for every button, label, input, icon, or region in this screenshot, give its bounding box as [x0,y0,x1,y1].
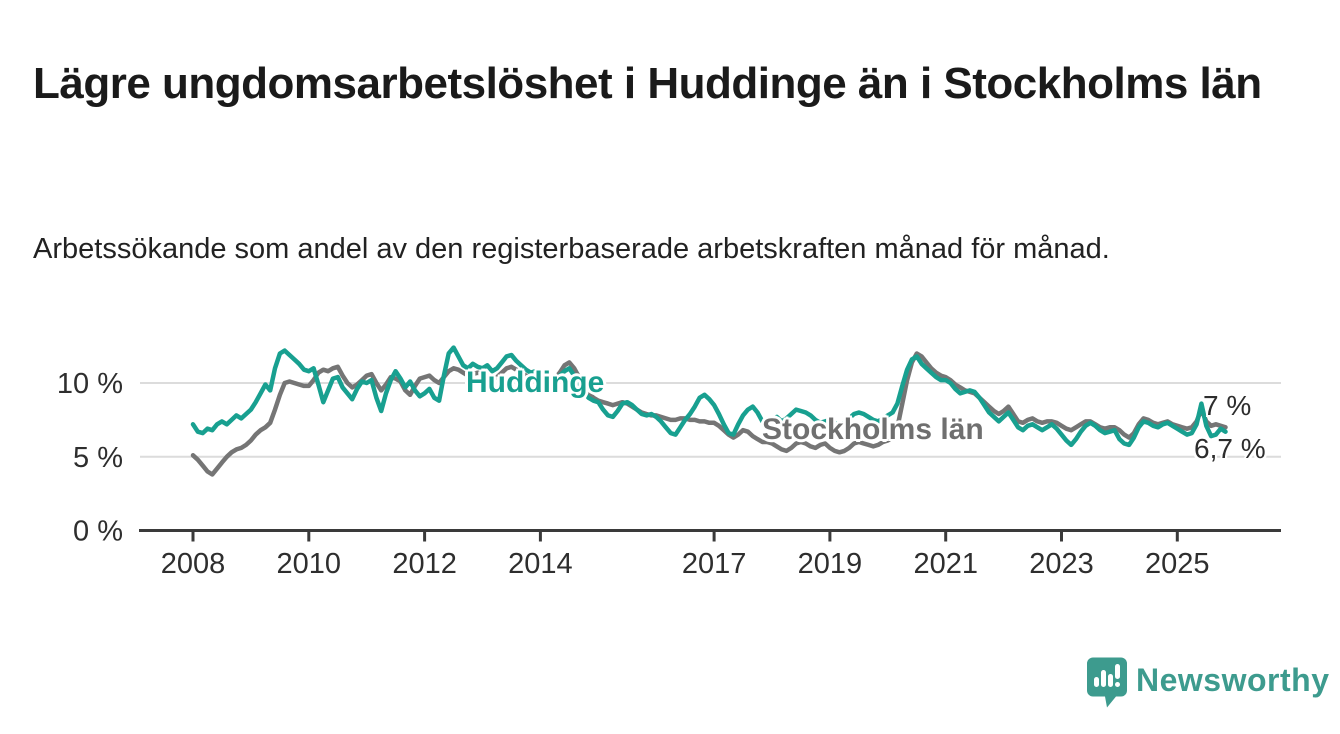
logo-bubble-shape [1087,657,1127,708]
chart-title: Lägre ungdomsarbetslöshet i Huddinge än … [33,59,1262,109]
y-tick-label-5-percent: 5 % [73,442,123,474]
x-tick-label-2019: 2019 [798,548,863,580]
series-label-stockholms-lan: Stockholms län [762,413,984,446]
x-tick-label-2014: 2014 [508,548,573,580]
end-value-label-stockholms-lan: 7 % [1203,390,1252,421]
newsworthy-logo [1086,657,1128,713]
y-tick-label-10-percent: 10 % [57,368,123,400]
x-tick-label-2025: 2025 [1145,548,1210,580]
x-tick-label-2021: 2021 [913,548,978,580]
x-tick-label-2017: 2017 [682,548,747,580]
series-label-huddinge: Huddinge [466,366,605,399]
x-tick-label-2023: 2023 [1029,548,1094,580]
newsworthy-logo-icon [1087,657,1127,708]
line-series-huddinge [190,345,1228,448]
line-series-stockholms-l-n [190,351,1228,477]
x-tick-label-2008: 2008 [161,548,226,580]
brand-name: Newsworthy [1136,662,1330,698]
x-tick-label-2012: 2012 [392,548,457,580]
x-tick-label-2010: 2010 [277,548,342,580]
chart-subtitle: Arbetssökande som andel av den registerb… [33,233,1110,265]
end-value-label-huddinge: 6,7 % [1194,433,1266,464]
logo-bar-2 [1101,670,1106,687]
logo-exclamation-bar [1115,664,1120,679]
logo-bar-3 [1108,674,1113,687]
y-tick-label-0-percent: 0 % [73,516,123,548]
logo-bar-1 [1094,677,1099,687]
logo-exclamation-dot [1115,682,1120,687]
